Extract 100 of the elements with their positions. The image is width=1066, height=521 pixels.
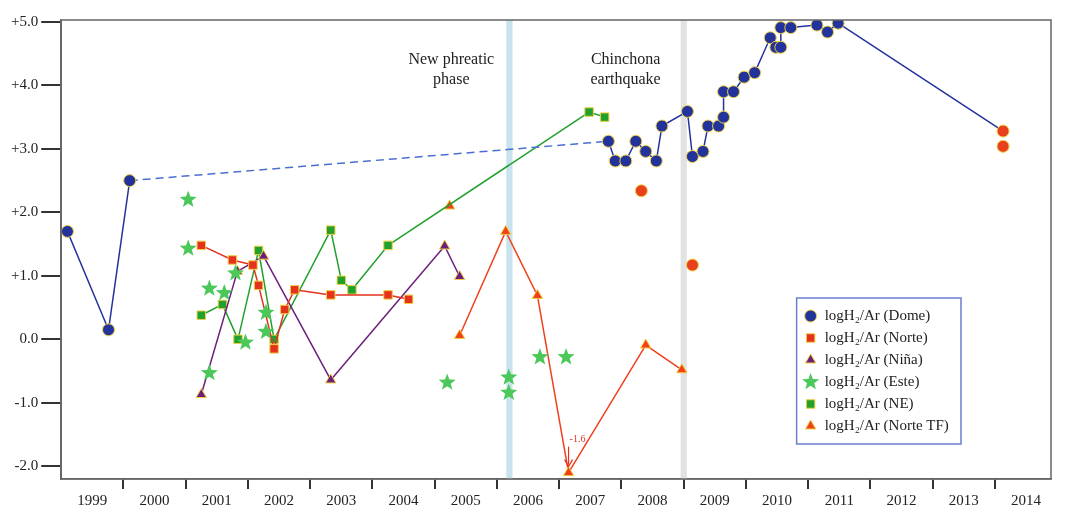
point <box>821 25 835 39</box>
point <box>257 322 275 339</box>
point <box>685 149 699 163</box>
point <box>696 144 710 158</box>
point <box>196 310 207 320</box>
x-tick-label: 2000 <box>139 491 170 508</box>
point <box>996 139 1010 153</box>
point <box>763 31 777 45</box>
point <box>531 348 549 365</box>
point <box>269 344 279 354</box>
point <box>289 285 300 295</box>
point <box>629 134 643 148</box>
point <box>608 154 622 168</box>
point <box>810 20 824 32</box>
point <box>248 260 258 270</box>
y-tick-label: -1.0 <box>14 393 39 410</box>
point <box>727 85 741 99</box>
band-label: Chinchona earthquake <box>590 50 661 89</box>
point <box>531 289 544 300</box>
point <box>253 280 264 291</box>
point <box>676 363 688 374</box>
point <box>227 255 238 265</box>
legend-label: logH₂/Ar (Dome) <box>824 306 931 324</box>
point <box>179 190 197 207</box>
y-tick-label: +3.0 <box>10 139 39 156</box>
x-tick-label: 1999 <box>77 491 108 508</box>
point <box>701 119 715 133</box>
point <box>584 107 594 117</box>
legend-label: logH₂/Ar (Norte) <box>824 328 928 346</box>
legend-label: logH₂/Ar (Niña) <box>824 350 923 368</box>
point <box>737 70 751 84</box>
x-tick-label: 2011 <box>824 491 855 508</box>
x-tick-label: 2009 <box>699 491 730 508</box>
x-tick-label: 2014 <box>1011 491 1042 508</box>
point <box>640 338 652 349</box>
y-tick-label: +4.0 <box>10 76 39 93</box>
point <box>195 388 207 399</box>
point <box>831 20 845 30</box>
point <box>500 368 518 385</box>
point <box>601 134 615 148</box>
x-tick-label: 2012 <box>886 491 917 508</box>
point <box>562 466 575 477</box>
point <box>326 290 336 300</box>
annotation: -1.6 <box>569 433 586 445</box>
y-tick-label: 0.0 <box>19 330 39 347</box>
point <box>453 329 466 340</box>
point <box>279 304 290 315</box>
point <box>639 144 653 158</box>
point <box>438 239 451 250</box>
y-tick-label: +5.0 <box>10 12 39 29</box>
point <box>61 224 74 238</box>
point <box>200 363 218 381</box>
point <box>619 154 633 168</box>
point <box>383 290 393 300</box>
y-tick-label: +2.0 <box>10 203 39 220</box>
point <box>257 303 275 320</box>
x-tick-label: 2010 <box>762 491 793 508</box>
point <box>336 275 347 286</box>
point <box>685 258 699 272</box>
x-tick-label: 2002 <box>264 491 295 508</box>
point <box>347 285 357 295</box>
point <box>226 264 245 281</box>
y-tick-label: +1.0 <box>10 266 39 283</box>
point <box>102 323 116 337</box>
x-tick-label: 2013 <box>948 491 979 508</box>
point <box>196 240 207 251</box>
x-tick-label: 2005 <box>450 491 481 508</box>
point <box>599 112 610 122</box>
x-tick-label: 2006 <box>513 491 544 508</box>
point <box>438 373 456 390</box>
point <box>123 174 137 188</box>
point <box>649 154 663 168</box>
point <box>257 249 270 260</box>
point <box>634 184 648 198</box>
legend-label: logH₂/Ar (NE) <box>824 394 914 412</box>
point <box>680 104 694 118</box>
point <box>748 66 762 80</box>
point <box>500 383 518 400</box>
point <box>325 373 337 384</box>
point <box>179 239 197 256</box>
point <box>453 269 466 280</box>
point <box>655 119 669 133</box>
band-label: New phreatic phase <box>408 50 495 89</box>
point <box>717 110 731 124</box>
point <box>326 225 336 235</box>
point <box>774 40 788 54</box>
x-tick-label: 2004 <box>388 491 420 508</box>
x-tick-label: 2008 <box>637 491 668 508</box>
y-tick-label: -2.0 <box>14 457 39 474</box>
x-tick-label: 2007 <box>575 491 606 508</box>
legend-label: logH₂/Ar (Norte TF) <box>824 416 949 434</box>
point <box>557 348 575 365</box>
x-tick-label: 2001 <box>201 491 232 508</box>
point <box>499 224 512 235</box>
point <box>215 283 233 301</box>
point <box>236 333 255 350</box>
point <box>200 279 218 296</box>
point <box>383 240 393 251</box>
legend-label: logH₂/Ar (Este) <box>824 372 920 390</box>
point <box>403 294 414 305</box>
